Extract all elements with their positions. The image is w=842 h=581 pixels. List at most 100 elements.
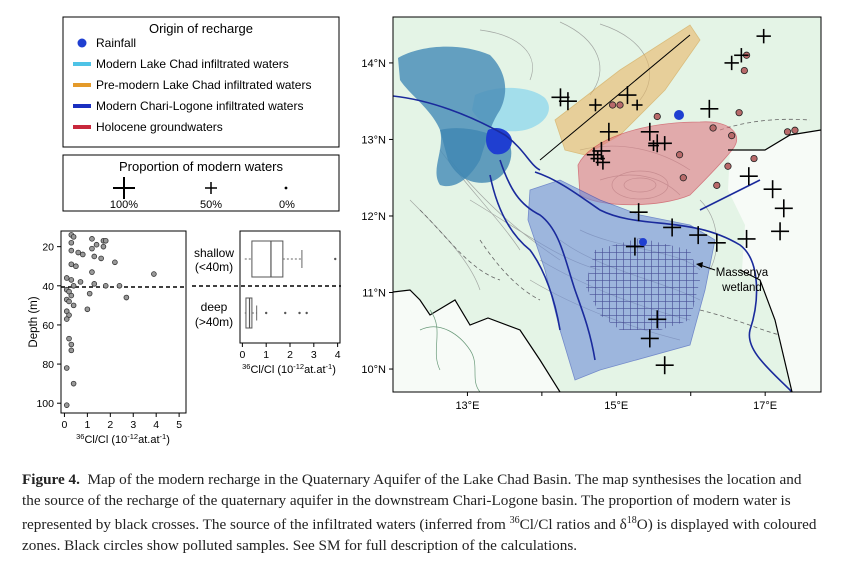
depth-point-16 <box>73 263 79 270</box>
cross-50-symbol <box>205 182 217 194</box>
depth-point-12 <box>91 253 98 260</box>
depth-point-13 <box>98 255 104 262</box>
depth-point-39 <box>68 341 75 348</box>
shallow-box <box>251 240 284 278</box>
deep-outlier-2 <box>298 311 301 315</box>
lon-tick-label-1: 15°E <box>604 400 628 412</box>
depth-point-1 <box>70 234 77 240</box>
depth-xtick-label-5: 5 <box>176 419 182 431</box>
depth-point-19 <box>63 275 70 281</box>
depth-scatter-plot: 0 1 2 3 4 5 20 40 60 80 100 Depth (m) 36Cl/Cl (10… <box>28 230 187 446</box>
depth-ytick-label-4: 100 <box>36 398 54 410</box>
box-xtick-label-4: 4 <box>335 349 341 361</box>
depth-point-38 <box>66 335 72 342</box>
box-xtick-label-0: 0 <box>239 349 245 361</box>
wetland-arrowhead <box>696 262 703 268</box>
depth-point-2 <box>89 236 95 242</box>
figure-caption: Figure 4. Map of the modern recharge in … <box>22 470 822 556</box>
legend-50-label: 50% <box>200 199 222 211</box>
depth-point-20 <box>68 277 75 283</box>
modern-water-crosses <box>551 28 793 375</box>
depth-point-6 <box>93 241 100 248</box>
map-circle-9 <box>724 162 732 170</box>
shallow-outlier-0 <box>334 257 337 261</box>
legend-0-label: 0% <box>279 199 295 211</box>
depth-point-5 <box>68 239 75 246</box>
depth-point-28 <box>86 290 93 297</box>
depth-point-14 <box>112 259 118 266</box>
map-circle-4 <box>735 109 743 117</box>
depth-point-33 <box>70 302 77 309</box>
depth-xtick-label-4: 4 <box>153 419 159 431</box>
caption-text-2: Cl/Cl ratios and δ <box>519 516 627 534</box>
legend-item-label-2: Pre-modern Lake Chad infiltrated waters <box>96 78 311 92</box>
lon-tick-label-0: 13°E <box>455 400 479 412</box>
streams <box>419 309 481 392</box>
depth-point-4 <box>102 237 109 244</box>
caption-text-3: O) is displayed with coloured zones. Bla… <box>22 516 817 554</box>
depth-ytick-label-0: 20 <box>42 242 54 254</box>
deep-outlier-0 <box>264 311 268 315</box>
box-xtick-label-3: 3 <box>311 349 317 361</box>
figure-4: Origin of recharge Rainfall Modern Lake C… <box>28 16 822 446</box>
map-circle-8 <box>791 126 799 134</box>
rainfall-sample-point <box>674 110 684 120</box>
figure-label: Figure 4. <box>22 471 80 488</box>
depth-xtick-label-0: 0 <box>62 419 68 431</box>
box-xtick-label-2: 2 <box>287 349 293 361</box>
legend-item-label-0: Rainfall <box>96 36 136 50</box>
map-circle-12 <box>713 181 721 189</box>
box-plot: shallow (<40m) deep (>40m) 0 1 2 3 4 36Cl/Cl… <box>192 230 341 376</box>
depth-ytick-label-2: 60 <box>42 320 54 332</box>
iso1-mass: 36 <box>509 515 520 527</box>
depth-point-37 <box>63 316 70 322</box>
map-circle-1 <box>675 151 684 159</box>
iso2-mass: 18 <box>626 515 637 527</box>
lat-tick-label-3: 11°N <box>362 288 386 300</box>
depth-point-40 <box>68 347 75 354</box>
lat-tick-label-2: 12°N <box>361 211 386 223</box>
depth-point-24 <box>102 282 109 289</box>
caption-text-1: Map of the modern recharge in the Quater… <box>22 471 802 534</box>
depth-point-10 <box>75 249 82 256</box>
box-xtick-label-1: 1 <box>263 349 269 361</box>
legend-item-label-1: Modern Lake Chad infiltrated waters <box>96 57 289 71</box>
depth-point-21 <box>77 279 84 285</box>
legend-proportion-title: Proportion of modern waters <box>119 159 284 174</box>
map-circle-7 <box>783 128 792 136</box>
depth-point-30 <box>123 294 130 301</box>
depth-point-7 <box>100 243 107 250</box>
lon-tick-label-2: 17°E <box>753 400 777 412</box>
recharge-map: 14°N 13°N 12°N 11°N 10°N 13°E 15°E 17°E Massen… <box>361 16 822 412</box>
map-circle-2 <box>709 124 717 132</box>
legend-item-label-3: Modern Chari-Logone infiltrated waters <box>96 99 303 113</box>
lat-tick-label-0: 14°N <box>361 58 386 70</box>
cross-0-symbol <box>284 186 288 190</box>
depth-axis-label: Depth (m) <box>28 296 40 347</box>
depth-point-25 <box>116 282 123 289</box>
sample-transect-line <box>539 34 691 161</box>
depth-point-23 <box>70 282 77 289</box>
lat-tick-label-1: 13°N <box>361 134 386 146</box>
polluted-sample-circles <box>608 51 799 189</box>
depth-point-8 <box>89 245 95 252</box>
shallow-range-label: (<40m) <box>195 260 233 274</box>
map-circle-3 <box>728 132 736 140</box>
depth-point-9 <box>68 247 75 254</box>
wetland-label-line2: wetland <box>721 282 762 294</box>
depth-point-42 <box>70 380 77 387</box>
country-borders <box>393 129 821 392</box>
lat-tick-label-4: 10°N <box>361 364 386 376</box>
depth-x-axis-label: 36Cl/Cl (10-12at.at-1) <box>76 432 170 446</box>
legend-origin-title: Origin of recharge <box>149 21 253 36</box>
depth-xtick-label-1: 1 <box>84 419 90 431</box>
wetland-arrow <box>699 264 716 271</box>
depth-point-15 <box>68 261 75 268</box>
depth-point-43 <box>63 402 70 408</box>
legend-item-label-4: Holocene groundwaters <box>96 120 223 134</box>
deep-range-label: (>40m) <box>195 315 233 329</box>
depth-point-18 <box>151 271 157 277</box>
map-circle-6 <box>740 66 748 75</box>
legend-100-label: 100% <box>110 199 138 211</box>
depth-xtick-label-3: 3 <box>130 419 136 431</box>
